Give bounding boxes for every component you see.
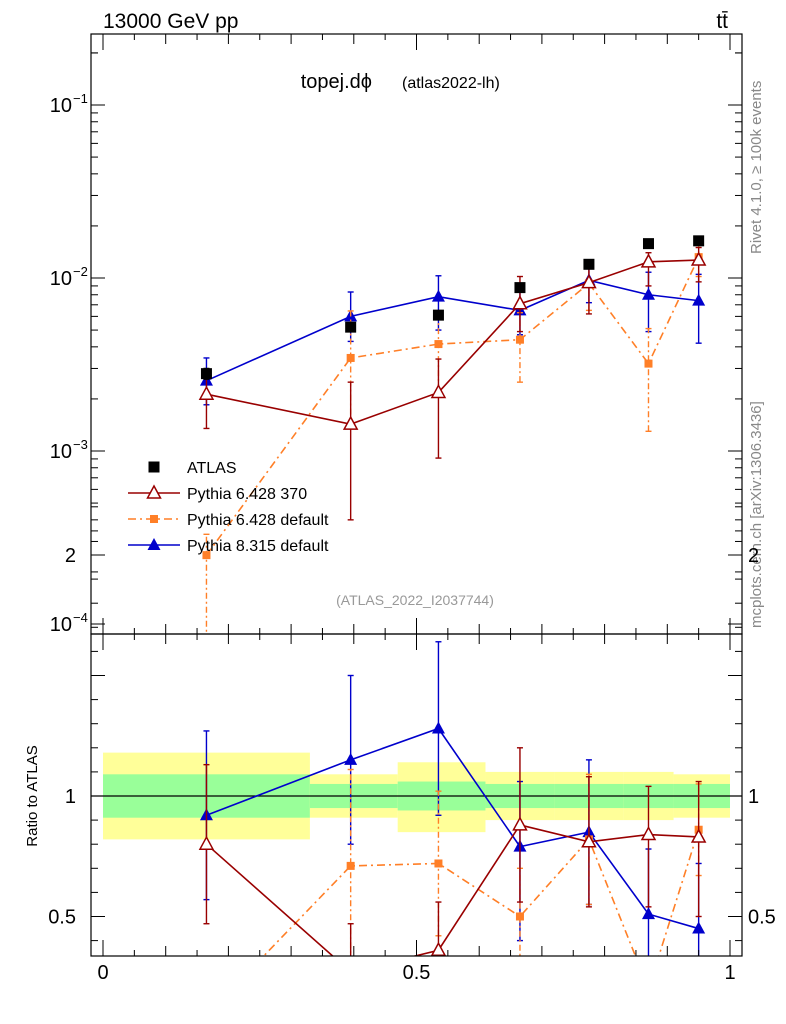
main-pythia-6-428-370-point bbox=[512, 295, 528, 310]
ratio-ytick-label-right: 2 bbox=[748, 545, 759, 567]
process-label: tt̄ bbox=[716, 10, 728, 33]
ratio-pythia-8-315-default-point bbox=[431, 721, 445, 734]
ratio-pythia-6-428-default-point bbox=[644, 985, 652, 993]
main-pythia-8-315-default-point bbox=[431, 289, 445, 302]
main-ytick-label: 10 bbox=[50, 268, 72, 290]
main-panel: topej.dϕ (atlas2022-lh) (ATLAS_2022_I203… bbox=[50, 33, 743, 636]
rivet-version-label: Rivet 4.1.0, ≥ 100k events bbox=[748, 81, 765, 254]
main-pythia-6-428-default-point bbox=[346, 353, 355, 362]
ratio-pythia-6-428-default-point bbox=[346, 861, 355, 870]
main-pythia-6-428-370-point bbox=[690, 251, 707, 266]
main-atlas-series bbox=[200, 235, 705, 380]
main-ytick-label: 10 bbox=[50, 95, 72, 117]
ratio-pythia-6-428-370-point bbox=[690, 828, 707, 843]
ratio-pythia-6-428-370-line bbox=[205, 824, 699, 956]
main-ytick-label-exp: −2 bbox=[73, 264, 88, 279]
ratio-pythia-6-428-370-point bbox=[512, 816, 528, 831]
ratio-pythia-6-428-default-line bbox=[262, 829, 700, 956]
main-pythia-6-428-370-point bbox=[342, 415, 359, 430]
ratio-pythia-8-315-default-point bbox=[692, 921, 706, 934]
main-pythia-8-315-default-series bbox=[199, 261, 706, 406]
main-pythia-6-428-370-series bbox=[198, 246, 707, 521]
main-atlas-point bbox=[200, 368, 212, 380]
legend-label: ATLAS bbox=[187, 460, 237, 477]
main-pythia-6-428-370-point bbox=[198, 385, 215, 400]
ratio-xtick-label: 0.5 bbox=[403, 962, 431, 984]
ratio-pythia-8-315-default-point bbox=[641, 907, 655, 920]
ratio-pythia-6-428-370-series bbox=[198, 747, 707, 977]
legend-marker bbox=[146, 484, 162, 499]
main-ytick-label-exp: −3 bbox=[73, 437, 88, 452]
main-pythia-6-428-370-point bbox=[640, 253, 657, 268]
ratio-ytick-label: 0.5 bbox=[48, 907, 76, 929]
ratio-pythia-8-315-default-point bbox=[344, 752, 358, 765]
main-pythia-6-428-370-point bbox=[581, 274, 597, 289]
legend-label: Pythia 8.315 default bbox=[187, 538, 329, 555]
main-ytick-label-exp: −1 bbox=[73, 91, 88, 106]
legend-marker bbox=[147, 538, 161, 550]
ratio-ytick-label-right: 1 bbox=[748, 786, 759, 808]
legend: ATLAS Pythia 6.428 370 Pythia 6.428 defaul… bbox=[128, 460, 329, 555]
main-pythia-6-428-default-point bbox=[515, 335, 524, 344]
ratio-panel: 0.5 0.5 1 1 2 2 0 0.5 1 Ratio to ATLAS bbox=[24, 506, 776, 1019]
main-ytick-label: 10 bbox=[50, 614, 72, 636]
main-atlas-point bbox=[642, 238, 654, 250]
beam-label: 13000 GeV pp bbox=[103, 10, 238, 33]
main-atlas-point bbox=[693, 235, 705, 247]
legend-marker bbox=[148, 461, 160, 473]
main-pythia-6-428-default-series bbox=[202, 241, 703, 634]
main-pythia-8-315-default-point bbox=[641, 287, 655, 300]
ratio-ylabel: Ratio to ATLAS bbox=[24, 745, 41, 846]
main-pythia-6-428-370-line bbox=[206, 259, 699, 425]
legend-label: Pythia 6.428 default bbox=[187, 512, 329, 529]
main-atlas-point bbox=[432, 309, 444, 321]
main-pythia-6-428-default-line bbox=[205, 256, 700, 556]
main-pythia-6-428-default-point bbox=[434, 340, 443, 349]
legend-label: Pythia 6.428 370 bbox=[187, 486, 307, 503]
main-atlas-point bbox=[583, 258, 595, 270]
ratio-ytick-label-right: 0.5 bbox=[748, 907, 776, 929]
main-pythia-8-315-default-point bbox=[692, 293, 706, 306]
ratio-pythia-6-428-370-point bbox=[344, 965, 357, 977]
ratio-pythia-6-428-370-point bbox=[430, 941, 447, 956]
main-ytick-label: 10 bbox=[50, 441, 72, 463]
analysis-watermark: (ATLAS_2022_I2037744) bbox=[336, 592, 494, 608]
ratio-xtick-label: 0 bbox=[97, 962, 108, 984]
ratio-pythia-6-428-default-point bbox=[515, 912, 524, 921]
plot-title: topej.dϕ bbox=[301, 71, 372, 93]
main-ytick-label-exp: −4 bbox=[73, 610, 88, 625]
main-pythia-6-428-default-point bbox=[644, 359, 653, 368]
ratio-pythia-6-428-default-point bbox=[434, 859, 443, 868]
main-atlas-point bbox=[345, 321, 357, 333]
ratio-pythia-6-428-370-point bbox=[640, 825, 657, 841]
ratio-pythia-6-428-370-point bbox=[198, 835, 215, 850]
ratio-ytick-label: 2 bbox=[65, 545, 76, 567]
plot-subtitle: (atlas2022-lh) bbox=[402, 75, 500, 92]
main-pythia-6-428-default-point bbox=[202, 551, 211, 560]
main-atlas-point bbox=[514, 282, 526, 294]
ratio-ytick-label: 1 bbox=[65, 786, 76, 808]
ratio-pythia-6-428-370-point bbox=[581, 833, 597, 848]
main-pythia-6-428-370-point bbox=[430, 383, 447, 399]
ratio-pythia-6-428-default-point bbox=[202, 1011, 210, 1019]
mcplots-label: mcplots.cern.ch [arXiv:1306.3436] bbox=[748, 401, 765, 628]
legend-marker bbox=[150, 515, 158, 523]
ratio-xtick-label: 1 bbox=[724, 962, 735, 984]
